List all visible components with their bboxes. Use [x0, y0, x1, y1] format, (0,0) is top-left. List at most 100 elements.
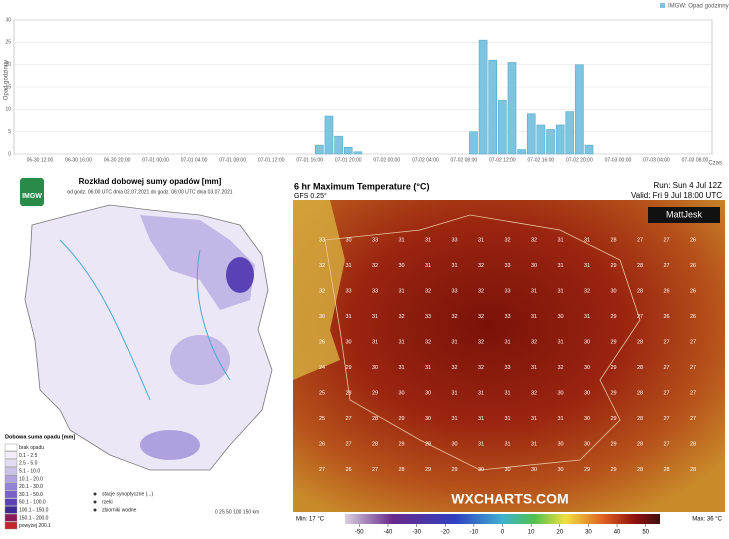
temperature-label: 24 — [319, 365, 325, 371]
temperature-label: 32 — [478, 339, 484, 345]
temperature-label: 31 — [557, 339, 563, 345]
y-tick-label: 15 — [5, 84, 11, 90]
temperature-label: 28 — [690, 441, 696, 447]
symbol — [93, 492, 97, 496]
x-tick-label: 07-01 00:00 — [142, 157, 169, 163]
temperature-label: 28 — [345, 390, 351, 396]
temperature-label: 32 — [398, 314, 404, 320]
legend-swatch — [4, 475, 18, 483]
temperature-label: 30 — [504, 467, 510, 473]
temperature-label: 30 — [584, 339, 590, 345]
tick-label: -20 — [441, 530, 450, 536]
temperature-label: 29 — [610, 441, 616, 447]
temperature-label: 32 — [478, 314, 484, 320]
temperature-label: 27 — [690, 339, 696, 345]
temperature-label: 32 — [531, 390, 537, 396]
temperature-label: 27 — [690, 416, 696, 422]
temperature-label: 31 — [372, 339, 378, 345]
map-background — [293, 200, 725, 512]
temperature-label: 28 — [372, 441, 378, 447]
temperature-label: 28 — [637, 263, 643, 269]
temperature-label: 26 — [690, 288, 696, 294]
temperature-label: 27 — [663, 263, 669, 269]
temperature-label: 26 — [690, 263, 696, 269]
temperature-label: 31 — [425, 365, 431, 371]
temperature-label: 31 — [451, 416, 457, 422]
legend-label: 10.1 - 20.0 — [19, 476, 43, 482]
temperature-label: 27 — [663, 416, 669, 422]
temperature-label: 31 — [451, 263, 457, 269]
temperature-label: 31 — [584, 263, 590, 269]
tick-label: -50 — [355, 530, 364, 536]
tick-label: 30 — [585, 530, 592, 536]
temperature-label: 28 — [690, 467, 696, 473]
temperature-label: 33 — [425, 314, 431, 320]
temperature-label: 28 — [663, 467, 669, 473]
temperature-label: 30 — [557, 467, 563, 473]
precip-area — [140, 430, 200, 460]
x-tick-label: 06-30 16:00 — [65, 157, 92, 163]
temperature-label: 27 — [345, 441, 351, 447]
x-tick-label: 07-01 08:00 — [219, 157, 246, 163]
legend-swatch — [4, 490, 18, 498]
symbol-legend: stacje synoptyczne (...) rzeki zbiorniki w… — [93, 491, 153, 513]
y-tick-label: 10 — [5, 107, 11, 113]
temperature-label: 29 — [610, 365, 616, 371]
temperature-label: 30 — [478, 467, 484, 473]
logo — [20, 178, 44, 206]
temperature-label: 32 — [451, 314, 457, 320]
brand: WXCHARTS.COM — [451, 491, 568, 507]
temperature-label: 32 — [478, 365, 484, 371]
legend-title: Dobowa suma opadu [mm] — [5, 434, 75, 440]
cool-area — [293, 200, 345, 380]
temperature-label: 31 — [557, 237, 563, 243]
logo-text: IMGW — [22, 193, 42, 200]
temperature-label: 26 — [690, 314, 696, 320]
temperature-label: 29 — [425, 467, 431, 473]
temperature-label: 30 — [557, 390, 563, 396]
bar — [575, 64, 584, 155]
precip-area — [226, 257, 254, 293]
y-tick-label: 30 — [5, 17, 11, 23]
author: MattJesk — [666, 209, 703, 219]
valid: Valid: Fri 9 Jul 18:00 UTC — [631, 191, 722, 200]
colorbar-ticks: -50 -40 -30 -20 -10 0 10 20 30 40 50 — [355, 524, 650, 536]
temperature-label: 27 — [663, 365, 669, 371]
temperature-label: 32 — [504, 237, 510, 243]
temperature-label: 31 — [557, 288, 563, 294]
temperature-label: 26 — [319, 339, 325, 345]
bar — [315, 144, 324, 155]
temperature-label: 31 — [478, 416, 484, 422]
temperature-label: 26 — [319, 441, 325, 447]
temperature-label: 30 — [531, 467, 537, 473]
colorbar — [345, 514, 660, 524]
temperature-label: 29 — [610, 339, 616, 345]
tick-label: 0 — [501, 530, 505, 536]
x-tick-label: 06-30 12:00 — [27, 157, 54, 163]
temperature-label: 33 — [451, 237, 457, 243]
temperature-label: 30 — [425, 390, 431, 396]
temperature-label: 31 — [531, 288, 537, 294]
temperature-label: 26 — [345, 467, 351, 473]
temperature-label: 29 — [610, 263, 616, 269]
legend-label: 50.1 - 100.0 — [19, 500, 46, 506]
temperature-label: 31 — [345, 263, 351, 269]
legend-label: 2.5 - 5.0 — [19, 461, 38, 467]
temperature-label: 29 — [610, 314, 616, 320]
x-tick-label: 06-30 20:00 — [104, 157, 131, 163]
temperature-label: 30 — [425, 416, 431, 422]
temperature-label: 27 — [663, 339, 669, 345]
temperature-label: 31 — [504, 441, 510, 447]
precip-area — [140, 215, 255, 310]
bar — [565, 111, 575, 155]
temperature-label: 29 — [451, 467, 457, 473]
temperature-label: 27 — [663, 390, 669, 396]
legend-swatch — [4, 514, 18, 522]
temperature-label: 33 — [319, 237, 325, 243]
temperature-label: 26 — [663, 314, 669, 320]
temperature-label: 31 — [478, 390, 484, 396]
author-badge — [648, 207, 720, 223]
temperature-label: 32 — [372, 263, 378, 269]
border-line — [324, 214, 641, 471]
